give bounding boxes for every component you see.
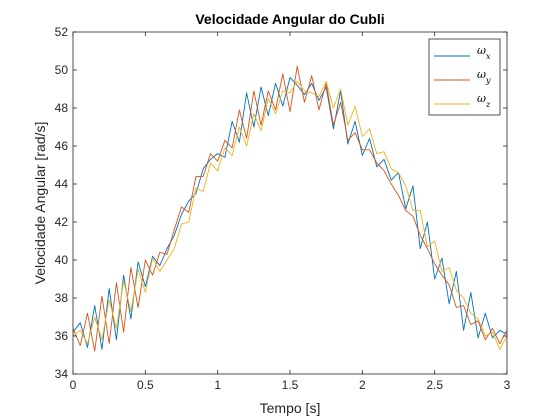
x-tick-label: 1 <box>214 378 221 392</box>
x-tick-label: 1.5 <box>282 378 299 392</box>
x-tick-label: 0 <box>70 378 77 392</box>
series-line-y <box>72 65 508 352</box>
y-tick-label: 34 <box>55 367 69 381</box>
y-tick-label: 44 <box>55 177 69 191</box>
x-axis-title: Tempo [s] <box>260 400 321 416</box>
series-line-x <box>72 77 508 350</box>
y-tick-label: 38 <box>55 291 69 305</box>
chart-title: Velocidade Angular do Cubli <box>195 11 384 27</box>
y-tick-label: 36 <box>55 329 69 343</box>
y-tick-label: 46 <box>55 139 69 153</box>
y-tick-label: 50 <box>55 63 69 77</box>
series-line-z <box>72 80 508 350</box>
series-layer <box>72 65 508 352</box>
y-axis: 34 36 38 40 42 44 46 48 50 52 <box>55 25 507 381</box>
y-tick-label: 52 <box>55 25 69 39</box>
y-tick-label: 42 <box>55 215 69 229</box>
legend-subscript-x: x <box>486 52 491 61</box>
legend-subscript-z: z <box>485 100 491 109</box>
x-tick-label: 0.5 <box>137 378 154 392</box>
y-tick-label: 48 <box>55 101 69 115</box>
y-tick-label: 40 <box>55 253 69 267</box>
legend-box <box>428 38 501 116</box>
x-tick-label: 2.5 <box>426 378 443 392</box>
y-axis-title: Velocidade Angular [rad/s] <box>32 122 48 285</box>
x-axis: 0 0.5 1 1.5 2 2.5 3 <box>70 32 511 392</box>
legend-subscript-y: y <box>485 76 491 85</box>
x-tick-label: 2 <box>359 378 366 392</box>
x-tick-label: 3 <box>504 378 511 392</box>
